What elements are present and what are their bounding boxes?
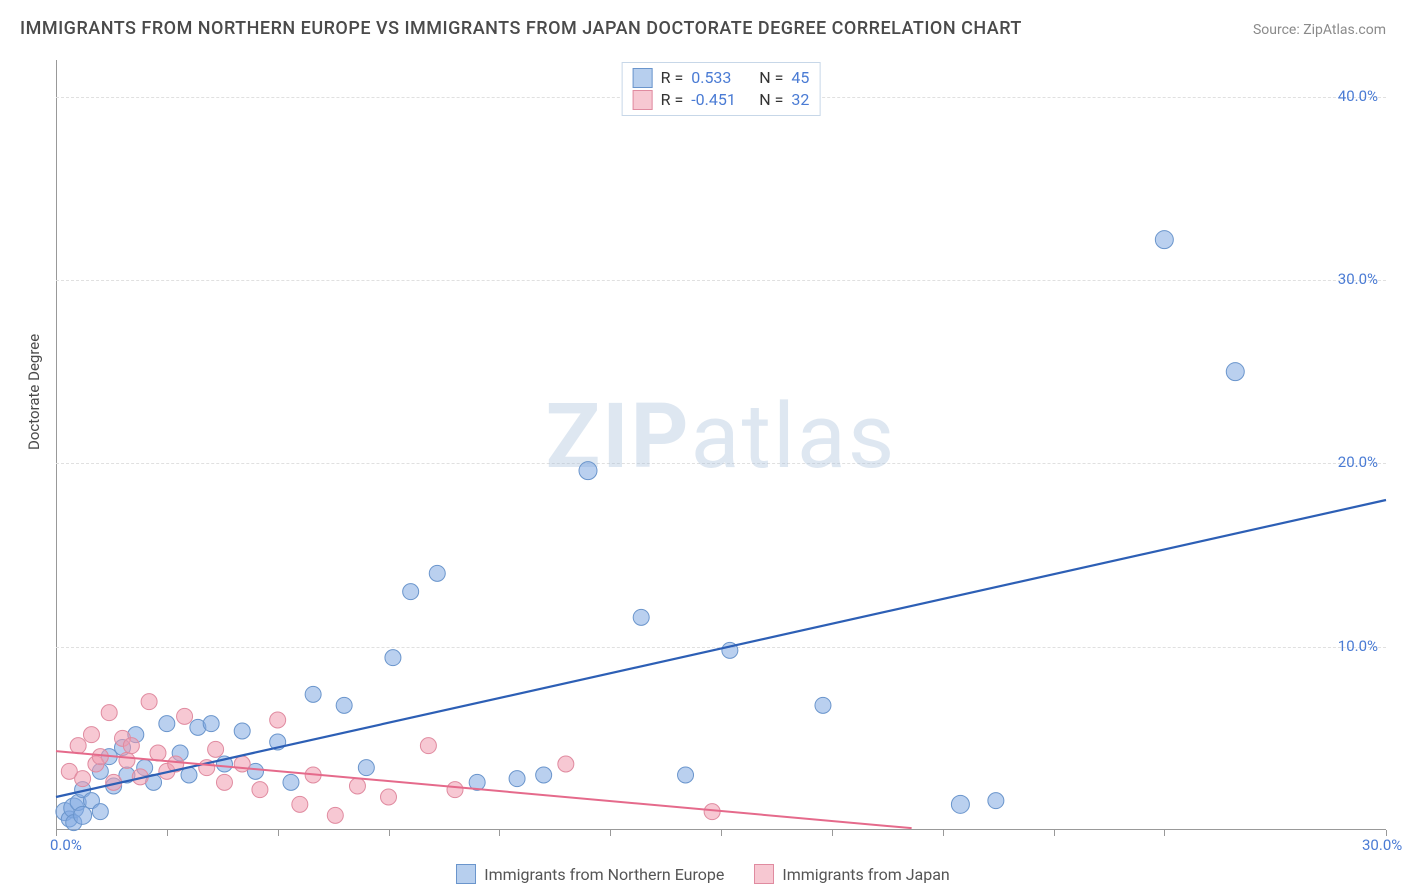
legend-swatch	[633, 68, 653, 88]
legend-swatch	[754, 864, 774, 884]
scatter-point	[216, 774, 232, 790]
scatter-point	[101, 705, 117, 721]
scatter-point	[349, 778, 365, 794]
scatter-point	[327, 807, 343, 823]
x-tick	[610, 830, 611, 836]
source-citation: Source: ZipAtlas.com	[1253, 22, 1386, 38]
scatter-point	[283, 774, 299, 790]
scatter-point	[270, 712, 286, 728]
correlation-legend-row: R = 0.533 N = 45	[633, 67, 810, 89]
trend-line	[56, 751, 912, 828]
series-legend: Immigrants from Northern Europe Immigrant…	[0, 864, 1406, 884]
n-value: 45	[791, 67, 809, 89]
scatter-point	[951, 795, 969, 813]
r-label: R =	[661, 89, 684, 111]
scatter-point	[141, 694, 157, 710]
n-value: 32	[791, 89, 809, 111]
series-legend-item: Immigrants from Northern Europe	[456, 864, 724, 884]
scatter-point	[988, 793, 1004, 809]
scatter-point	[358, 760, 374, 776]
x-tick	[278, 830, 279, 836]
scatter-point	[177, 708, 193, 724]
scatter-point	[403, 584, 419, 600]
x-tick	[721, 830, 722, 836]
chart-svg	[56, 60, 1386, 830]
y-axis-label: Doctorate Degree	[25, 334, 43, 450]
n-label: N =	[759, 67, 783, 89]
x-tick-label: 0.0%	[50, 836, 82, 854]
scatter-point	[1226, 363, 1244, 381]
scatter-point	[385, 650, 401, 666]
scatter-point	[292, 796, 308, 812]
series-legend-label: Immigrants from Northern Europe	[484, 865, 724, 884]
chart-title: IMMIGRANTS FROM NORTHERN EUROPE VS IMMIG…	[20, 18, 1022, 39]
x-tick	[499, 830, 500, 836]
scatter-point	[150, 745, 166, 761]
legend-swatch	[633, 90, 653, 110]
x-tick	[943, 830, 944, 836]
r-value: -0.451	[691, 89, 751, 111]
x-tick-label: 30.0%	[1362, 836, 1402, 854]
scatter-point	[234, 723, 250, 739]
scatter-point	[123, 738, 139, 754]
correlation-legend: R = 0.533 N = 45 R = -0.451 N = 32	[622, 62, 821, 116]
x-tick	[167, 830, 168, 836]
scatter-point	[74, 806, 92, 824]
scatter-point	[678, 767, 694, 783]
correlation-legend-row: R = -0.451 N = 32	[633, 89, 810, 111]
scatter-point	[92, 804, 108, 820]
scatter-point	[509, 771, 525, 787]
scatter-point	[381, 789, 397, 805]
legend-swatch	[456, 864, 476, 884]
scatter-point	[815, 697, 831, 713]
scatter-point	[1155, 231, 1173, 249]
plot-area: 10.0%20.0%30.0%40.0% 0.0%30.0% ZIPatlas …	[56, 60, 1386, 830]
scatter-point	[203, 716, 219, 732]
scatter-point	[119, 752, 135, 768]
scatter-point	[633, 609, 649, 625]
scatter-point	[92, 749, 108, 765]
scatter-point	[234, 756, 250, 772]
scatter-point	[70, 738, 86, 754]
scatter-point	[536, 767, 552, 783]
scatter-point	[447, 782, 463, 798]
scatter-point	[305, 686, 321, 702]
scatter-point	[558, 756, 574, 772]
scatter-point	[83, 727, 99, 743]
scatter-point	[336, 697, 352, 713]
scatter-point	[159, 716, 175, 732]
r-label: R =	[661, 67, 684, 89]
scatter-point	[208, 741, 224, 757]
series-legend-item: Immigrants from Japan	[754, 864, 949, 884]
r-value: 0.533	[691, 67, 751, 89]
trend-line	[56, 500, 1386, 797]
n-label: N =	[759, 89, 783, 111]
scatter-point	[429, 565, 445, 581]
scatter-point	[420, 738, 436, 754]
scatter-point	[75, 771, 91, 787]
scatter-point	[579, 462, 597, 480]
x-tick	[1164, 830, 1165, 836]
series-legend-label: Immigrants from Japan	[782, 865, 949, 884]
x-tick	[389, 830, 390, 836]
x-tick	[832, 830, 833, 836]
x-tick	[1054, 830, 1055, 836]
scatter-point	[252, 782, 268, 798]
